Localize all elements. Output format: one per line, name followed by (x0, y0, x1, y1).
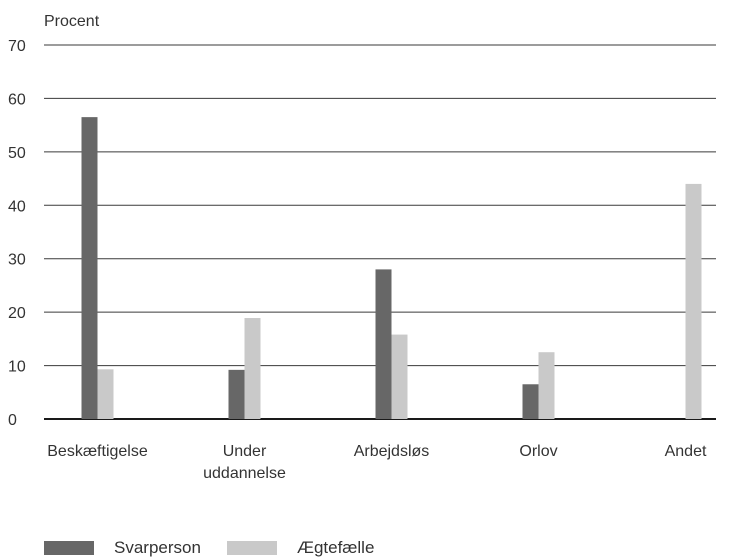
bar--gtef-lle-0 (97, 369, 114, 419)
y-tick-labels: 0 10 20 30 40 50 60 70 (8, 38, 26, 429)
category-label-1-1: uddannelse (203, 465, 286, 482)
bar-svarperson-0 (81, 117, 98, 419)
y-tick-label-0: 0 (8, 412, 17, 429)
bar--gtef-lle-3 (538, 352, 555, 419)
y-tick-label-70: 70 (8, 38, 26, 55)
bar-svarperson-3 (522, 384, 539, 419)
legend-swatch-svarperson (44, 541, 94, 555)
bars (81, 117, 702, 419)
category-labels: Beskæftigelse Under uddannelse Arbejdsløs Or… (47, 443, 707, 482)
legend-item-aegtefaelle: Ægtefælle (226, 538, 375, 558)
legend-swatch-aegtefaelle (226, 541, 277, 555)
y-tick-label-30: 30 (8, 252, 26, 269)
y-tick-label-60: 60 (8, 91, 26, 108)
bar--gtef-lle-1 (244, 318, 261, 419)
legend: Svarperson Ægtefælle (44, 538, 400, 558)
bar-svarperson-1 (228, 369, 245, 419)
bar--gtef-lle-4 (685, 183, 702, 419)
legend-item-svarperson: Svarperson (44, 538, 201, 558)
y-axis-label: Procent (44, 13, 100, 30)
y-tick-label-50: 50 (8, 145, 26, 162)
y-tick-label-40: 40 (8, 198, 26, 215)
y-tick-label-20: 20 (8, 305, 26, 322)
category-label-3-0: Orlov (519, 443, 557, 460)
bar-chart: Procent 0 10 20 30 40 50 60 70 Beskæftigelse Und… (8, 13, 716, 482)
bar-svarperson-2 (375, 269, 392, 419)
legend-label-aegtefaelle: Ægtefælle (296, 538, 375, 557)
legend-label-svarperson: Svarperson (114, 538, 201, 557)
category-label-2-0: Arbejdsløs (354, 443, 430, 460)
bar--gtef-lle-2 (391, 334, 408, 419)
y-tick-label-10: 10 (8, 359, 26, 376)
category-label-4-0: Andet (665, 443, 707, 460)
category-label-0-0: Beskæftigelse (47, 443, 148, 460)
category-label-1-0: Under (223, 443, 267, 460)
